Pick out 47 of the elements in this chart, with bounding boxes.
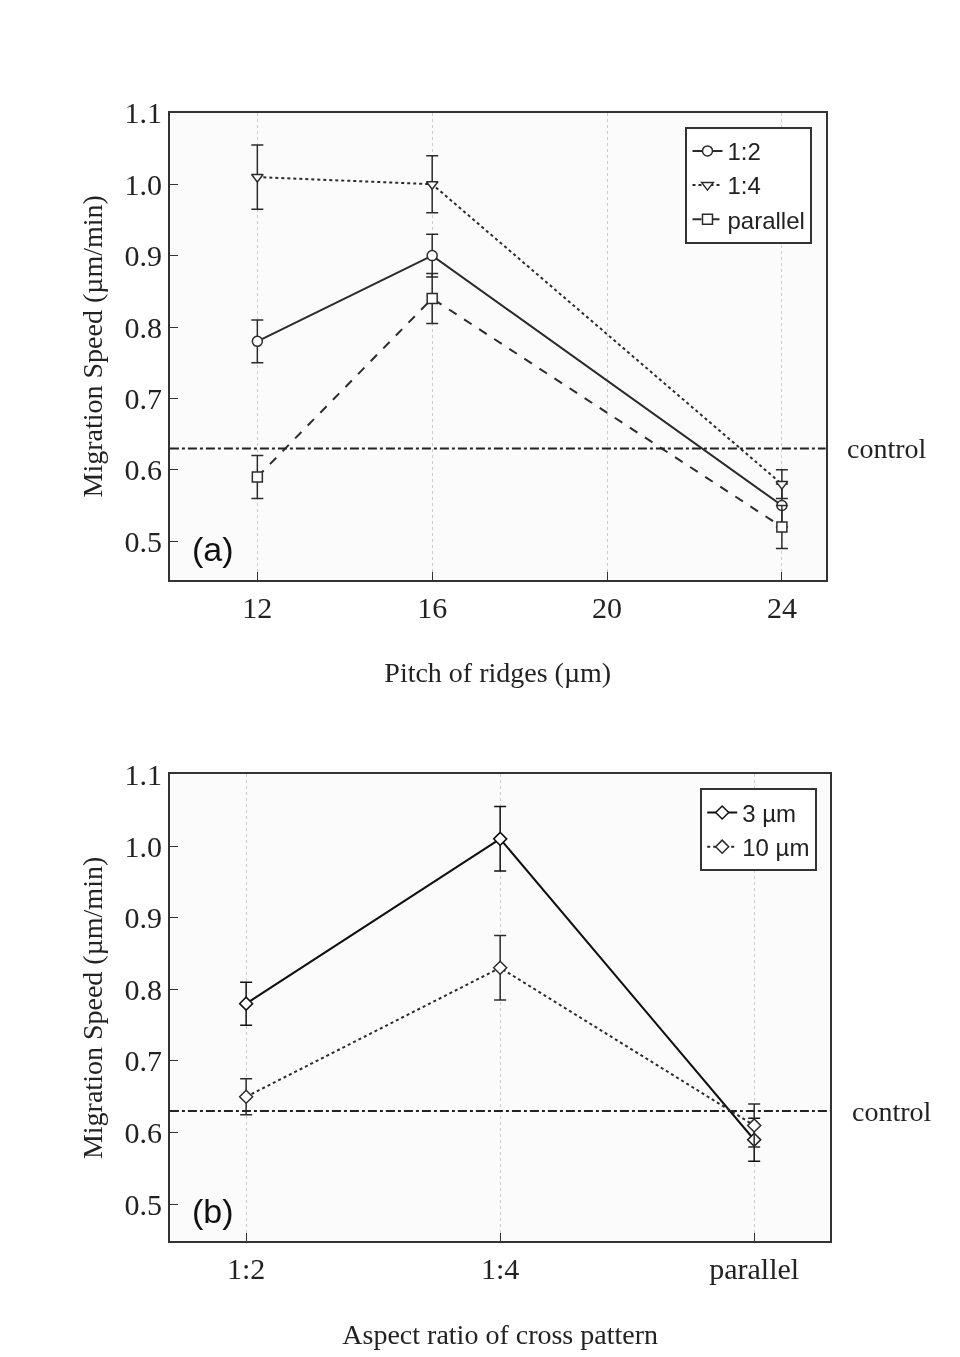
legend-label: 1:2 [727, 138, 761, 166]
y-tick-label: 0.9 [124, 239, 162, 273]
point [426, 292, 438, 305]
y-tick-label: 1.0 [124, 167, 162, 201]
point [251, 335, 264, 348]
legend-label: 10 µm [742, 834, 810, 862]
y-tick-label: 0.8 [124, 972, 162, 1006]
legend-label: 1:4 [727, 172, 761, 200]
x-tick-label: parallel [709, 1252, 800, 1286]
x-tick-label: 12 [242, 590, 273, 624]
point [425, 180, 439, 190]
annotation: (a) [192, 530, 234, 568]
point [238, 996, 254, 1011]
x-tick-label: 1:2 [226, 1252, 266, 1286]
y-tick-label: 0.5 [124, 524, 162, 558]
point [251, 471, 264, 483]
ref-line-label: control [852, 1096, 932, 1127]
y-tick-label: 0.5 [124, 1187, 162, 1221]
y-axis-title: Migration Speed (µm/min) [76, 856, 108, 1160]
x-tick-label: 1:4 [480, 1252, 520, 1286]
point [238, 1089, 254, 1105]
x-tick-label: 24 [766, 590, 797, 624]
x-axis-title: Aspect ratio of cross pattern [342, 1319, 658, 1351]
x-tick-label: 16 [417, 590, 448, 624]
y-tick-label: 0.8 [124, 310, 162, 344]
point [492, 960, 508, 976]
y-tick-label: 1.1 [124, 757, 162, 791]
y-tick-label: 1.0 [124, 829, 162, 863]
point [776, 521, 788, 533]
y-tick-label: 1.1 [124, 96, 162, 130]
ref-line-label: control [847, 433, 927, 464]
legend-label: parallel [727, 206, 805, 234]
annotation: (b) [192, 1192, 234, 1230]
point [250, 173, 264, 183]
point [492, 831, 508, 847]
y-tick-label: 0.7 [124, 381, 162, 415]
y-axis-title: Migration Speed (µm/min) [76, 195, 108, 498]
y-tick-label: 0.6 [124, 453, 162, 487]
point [426, 249, 438, 262]
point [746, 1118, 762, 1133]
x-axis-title: Pitch of ridges (µm) [384, 657, 612, 689]
y-tick-label: 0.6 [124, 1116, 162, 1150]
point [775, 480, 789, 490]
y-tick-label: 0.7 [124, 1044, 162, 1078]
y-tick-label: 0.9 [124, 901, 162, 935]
x-tick-label: 20 [592, 590, 623, 624]
legend-label: 3 µm [742, 799, 797, 827]
